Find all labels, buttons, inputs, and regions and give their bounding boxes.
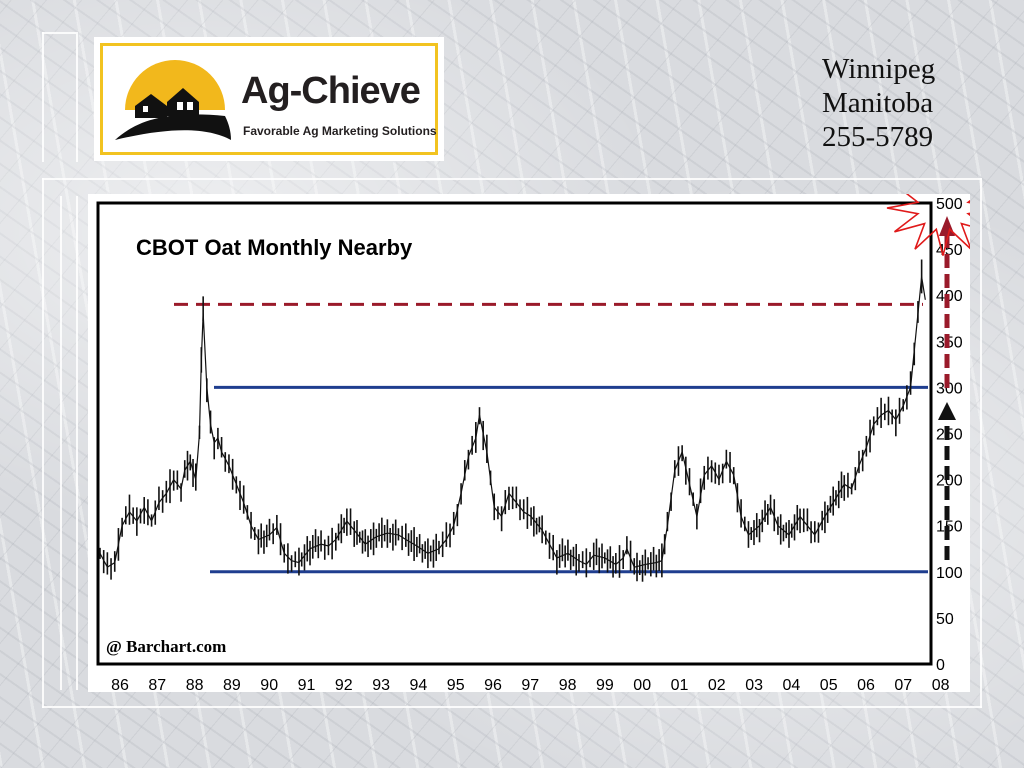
x-tick-label: 91 bbox=[298, 677, 316, 692]
frame-line bbox=[76, 32, 78, 162]
frame-line bbox=[76, 196, 78, 690]
black-arrow-up-icon bbox=[938, 402, 956, 420]
frame-line bbox=[980, 178, 982, 708]
x-tick-label: 98 bbox=[559, 677, 577, 692]
y-tick-label: 300 bbox=[936, 380, 963, 397]
price-series-line bbox=[99, 276, 926, 569]
frame-line bbox=[42, 178, 44, 708]
x-tick-label: 00 bbox=[633, 677, 651, 692]
x-tick-label: 04 bbox=[783, 677, 801, 692]
x-tick-label: 97 bbox=[521, 677, 539, 692]
farm-sunset-icon bbox=[115, 60, 231, 140]
logo: Ag-Chieve Favorable Ag Marketing Solutio… bbox=[94, 37, 444, 161]
oat-price-chart: CBOT Oat Monthly Nearby @ Barchart.com 0… bbox=[96, 194, 970, 692]
y-tick-label: 0 bbox=[936, 657, 945, 674]
contact-province: Manitoba bbox=[822, 87, 934, 119]
x-tick-label: 05 bbox=[820, 677, 838, 692]
y-tick-label: 100 bbox=[936, 565, 963, 582]
y-tick-label: 200 bbox=[936, 473, 963, 490]
contact-city: Winnipeg bbox=[822, 53, 936, 85]
x-tick-label: 99 bbox=[596, 677, 614, 692]
x-tick-label: 02 bbox=[708, 677, 726, 692]
x-tick-label: 08 bbox=[932, 677, 950, 692]
logo-tagline: Favorable Ag Marketing Solutions bbox=[243, 124, 437, 138]
logo-frame: Ag-Chieve Favorable Ag Marketing Solutio… bbox=[100, 43, 438, 155]
x-tick-label: 89 bbox=[223, 677, 241, 692]
x-tick-label: 93 bbox=[372, 677, 390, 692]
frame-line bbox=[60, 196, 62, 690]
logo-brand: Ag-Chieve bbox=[241, 70, 421, 112]
x-tick-label: 94 bbox=[410, 677, 428, 692]
y-tick-label: 500 bbox=[936, 196, 963, 213]
x-tick-label: 86 bbox=[111, 677, 129, 692]
chart-source: @ Barchart.com bbox=[106, 637, 226, 656]
x-tick-label: 06 bbox=[857, 677, 875, 692]
plot-area-border bbox=[96, 201, 933, 666]
x-tick-label: 90 bbox=[260, 677, 278, 692]
frame-line bbox=[42, 178, 982, 180]
chart-title: CBOT Oat Monthly Nearby bbox=[136, 235, 413, 260]
x-tick-label: 87 bbox=[148, 677, 166, 692]
x-tick-label: 01 bbox=[671, 677, 689, 692]
burst-star-icon bbox=[886, 194, 970, 256]
x-tick-label: 96 bbox=[484, 677, 502, 692]
x-tick-label: 07 bbox=[894, 677, 912, 692]
frame-line bbox=[42, 32, 44, 162]
frame-line bbox=[42, 706, 982, 708]
x-tick-label: 92 bbox=[335, 677, 353, 692]
x-tick-label: 88 bbox=[186, 677, 204, 692]
contact-phone: 255-5789 bbox=[822, 121, 934, 153]
contact-block: Winnipeg Manitoba 255-5789 bbox=[822, 52, 935, 154]
chart-panel: CBOT Oat Monthly Nearby @ Barchart.com 0… bbox=[88, 194, 970, 692]
x-tick-label: 03 bbox=[745, 677, 763, 692]
frame-line bbox=[42, 32, 76, 34]
y-tick-label: 50 bbox=[936, 611, 954, 628]
x-tick-label: 95 bbox=[447, 677, 465, 692]
